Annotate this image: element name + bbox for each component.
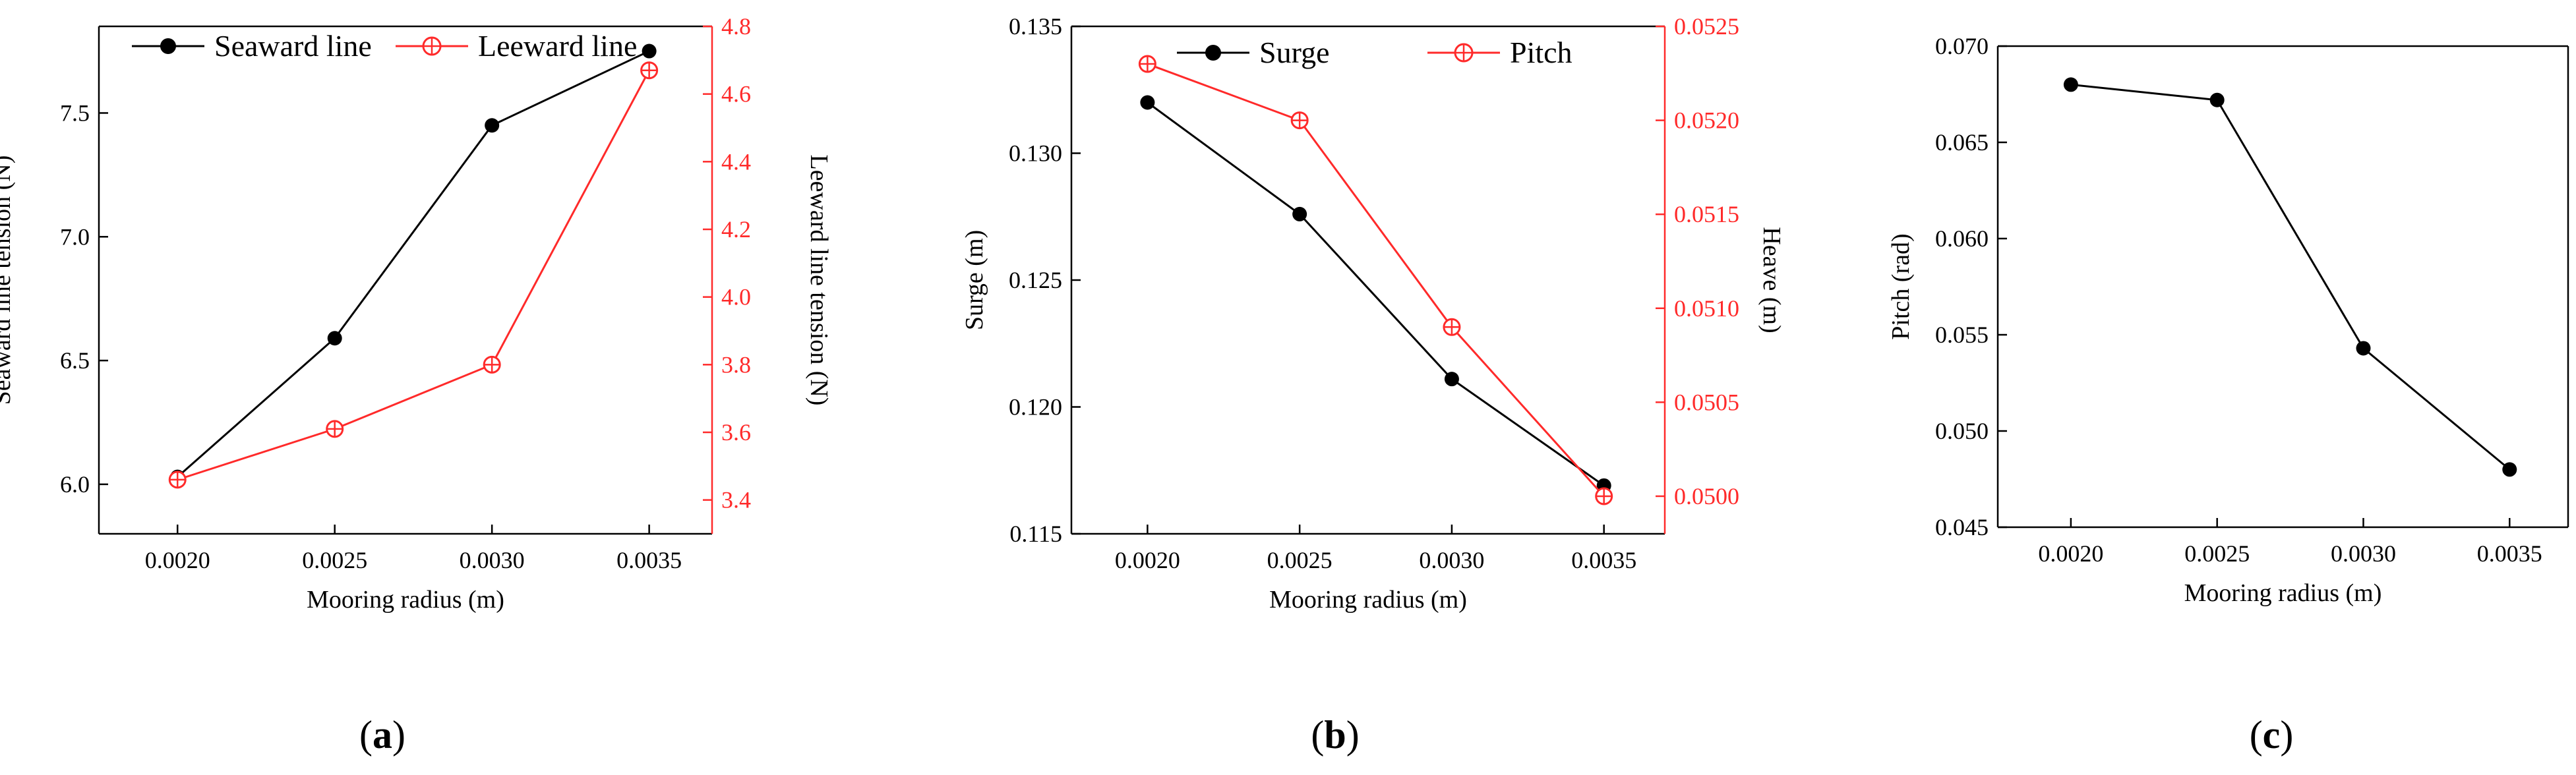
x-tick-label: 0.0030 <box>2331 540 2396 567</box>
legend-item: Pitch <box>1427 36 1573 69</box>
x-tick-label: 0.0035 <box>1571 547 1636 573</box>
panel-b: 0.0020 0.0025 0.0030 0.0035 Mooring radius (… <box>961 13 1785 757</box>
right-tick-label: 4.8 <box>721 13 751 40</box>
right-axis-title: Leeward line tension (N) <box>805 155 833 406</box>
panel-a-plot: 0.0020 0.0025 0.0030 0.0035 Mooring radius (… <box>0 13 833 614</box>
panel-c-plot: 0.0020 0.0025 0.0030 0.0035 Mooring radius (… <box>1887 33 2569 607</box>
series-line-pitch <box>1147 63 1605 497</box>
right-tick-label: 0.0510 <box>1674 295 1739 322</box>
right-tick-label: 4.2 <box>721 216 751 243</box>
right-tick-label: 4.6 <box>721 81 751 107</box>
data-point <box>327 331 342 346</box>
legend-swatch-marker <box>160 38 176 54</box>
left-tick-label: 0.060 <box>1935 225 1989 252</box>
right-tick-label: 0.0520 <box>1674 107 1739 134</box>
legend-label: Seaward line <box>214 29 372 63</box>
right-tick-label: 3.4 <box>721 487 751 513</box>
left-tick-label: 0.125 <box>1009 267 1062 293</box>
left-tick-label: 0.135 <box>1009 13 1062 40</box>
x-tick-label: 0.0025 <box>302 547 367 573</box>
right-tick-label: 3.8 <box>721 351 751 378</box>
x-axis-title: Mooring radius (m) <box>1269 586 1467 614</box>
data-point <box>483 355 501 374</box>
left-tick-label: 0.045 <box>1935 514 1989 540</box>
left-tick-label: 0.050 <box>1935 418 1989 444</box>
right-tick-label: 0.0500 <box>1674 483 1739 509</box>
data-point <box>2502 462 2517 477</box>
right-tick-label: 4.4 <box>721 148 751 175</box>
data-point <box>485 118 500 133</box>
right-tick-label: 0.0515 <box>1674 201 1739 227</box>
left-axis-title: Pitch (rad) <box>1887 233 1915 339</box>
legend-swatch-marker <box>1205 45 1221 61</box>
data-point <box>642 43 657 59</box>
data-point <box>2209 92 2225 107</box>
left-tick-label: 0.065 <box>1935 129 1989 156</box>
x-axis-title: Mooring radius (m) <box>307 586 504 614</box>
left-tick-label: 0.055 <box>1935 322 1989 348</box>
x-axis-title: Mooring radius (m) <box>2184 579 2382 607</box>
right-tick-label: 0.0505 <box>1674 389 1739 415</box>
left-tick-label: 7.5 <box>60 100 90 126</box>
x-tick-label: 0.0035 <box>2477 540 2542 567</box>
x-tick-label: 0.0020 <box>1115 547 1180 573</box>
left-axis-title: Seaward line tension (N) <box>0 156 16 405</box>
data-point <box>1443 318 1461 336</box>
data-point <box>1292 206 1307 221</box>
legend-item: Leeward line <box>396 29 637 63</box>
left-tick-label: 0.120 <box>1009 394 1062 420</box>
data-point <box>168 471 187 489</box>
left-tick-label: 6.5 <box>60 347 90 374</box>
x-tick-label: 0.0030 <box>1419 547 1484 573</box>
left-axis-title: Surge (m) <box>961 230 988 330</box>
legend-label: Pitch <box>1510 36 1573 69</box>
right-axis-title: Heave (m) <box>1758 227 1785 333</box>
data-point <box>2063 77 2078 92</box>
data-point <box>1444 372 1459 387</box>
left-tick-label: 0.130 <box>1009 140 1062 167</box>
left-tick-label: 7.0 <box>60 223 90 250</box>
data-point <box>640 61 659 80</box>
data-point <box>2356 341 2371 356</box>
legend-item: Surge <box>1177 36 1330 69</box>
legend-item: Seaward line <box>132 29 372 63</box>
right-tick-label: 0.0525 <box>1674 13 1739 40</box>
legend-label: Leeward line <box>478 29 637 63</box>
panel-b-plot: 0.0020 0.0025 0.0030 0.0035 Mooring radius (… <box>961 13 1785 614</box>
legend: Surge Pitch <box>1177 36 1573 69</box>
data-point <box>1140 95 1155 110</box>
left-tick-label: 0.070 <box>1935 33 1989 59</box>
x-tick-label: 0.0025 <box>1267 547 1333 573</box>
left-tick-label: 6.0 <box>60 471 90 498</box>
data-point <box>1138 55 1156 73</box>
x-tick-label: 0.0020 <box>2038 540 2103 567</box>
x-tick-label: 0.0020 <box>145 547 210 573</box>
right-tick-label: 4.0 <box>721 284 751 310</box>
series-line-seaward-line <box>177 50 650 478</box>
data-point <box>1290 111 1309 130</box>
series-line-leeward-line <box>177 70 650 481</box>
panel-a: 0.0020 0.0025 0.0030 0.0035 Mooring radius (… <box>0 13 833 757</box>
x-tick-label: 0.0025 <box>2184 540 2250 567</box>
panel-c: 0.0020 0.0025 0.0030 0.0035 Mooring radius (… <box>1887 33 2569 757</box>
data-point <box>326 420 344 438</box>
left-tick-label: 0.115 <box>1009 521 1062 547</box>
panel-a-label: (a) <box>359 713 405 757</box>
x-tick-label: 0.0035 <box>616 547 682 573</box>
series-line-surge <box>1147 101 1605 487</box>
panel-b-label: (b) <box>1311 713 1359 757</box>
right-tick-label: 3.6 <box>721 419 751 445</box>
x-tick-label: 0.0030 <box>460 547 525 573</box>
legend: Seaward line Leeward line <box>132 29 637 63</box>
panel-c-label: (c) <box>2250 713 2294 757</box>
series-line-pitch <box>2070 83 2511 471</box>
data-point <box>1595 487 1613 505</box>
legend-label: Surge <box>1259 36 1330 69</box>
